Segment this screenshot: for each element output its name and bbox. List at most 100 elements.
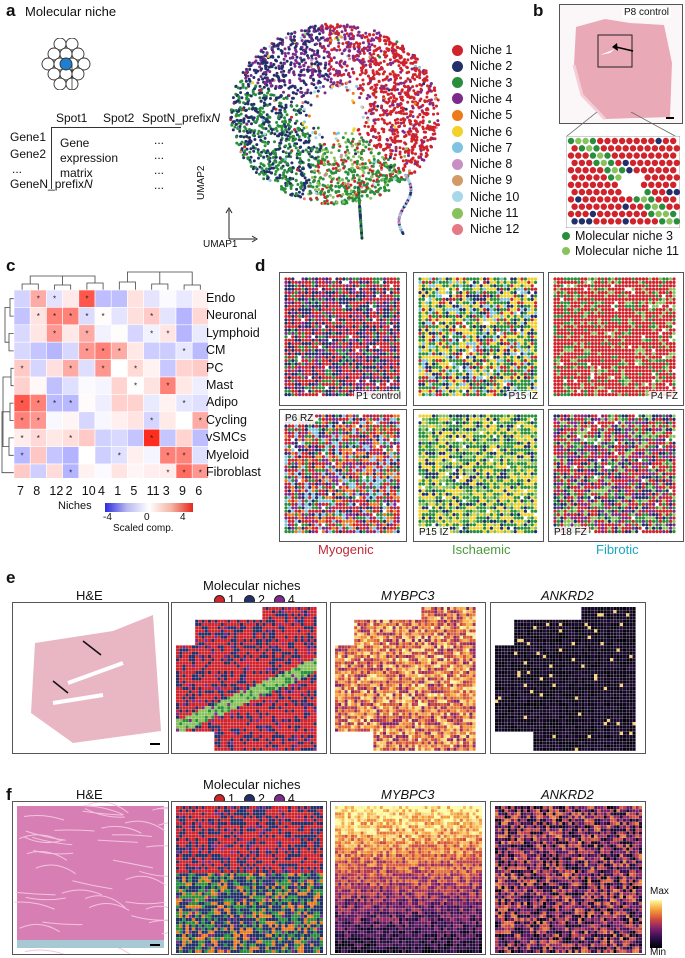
- umap-plot: [225, 22, 440, 243]
- tissue-panel: P4 FZ: [548, 272, 684, 406]
- svg-text:*: *: [69, 364, 72, 373]
- niche-map: [171, 602, 327, 754]
- svg-text:*: *: [134, 382, 137, 391]
- colorbar-tick-neg: -4: [103, 512, 112, 523]
- legend-swatch: [452, 77, 463, 89]
- svg-text:*: *: [102, 364, 105, 373]
- panel-c-label: c: [6, 256, 15, 276]
- colorbar-max-label: Max: [650, 886, 669, 897]
- legend-item: Niche 5: [452, 108, 512, 122]
- legend-swatch: [452, 109, 463, 121]
- heatmap-row-label: Fibroblast: [206, 465, 261, 479]
- svg-text:*: *: [150, 312, 153, 321]
- svg-text:*: *: [183, 399, 186, 408]
- legend-swatch: [452, 207, 463, 219]
- niche-key-label: 4: [288, 792, 295, 806]
- svg-text:*: *: [53, 312, 56, 321]
- svg-text:*: *: [134, 364, 137, 373]
- mybpc3-header: MYBPC3: [381, 787, 434, 802]
- molecular-niches-header: Molecular niches: [203, 777, 301, 792]
- heatmap-col-label: 5: [130, 484, 137, 498]
- legend-label: Niche 7: [470, 141, 512, 155]
- legend-swatch: [452, 60, 463, 72]
- svg-text:*: *: [21, 417, 24, 426]
- umap2-label: UMAP2: [196, 166, 207, 200]
- svg-text:*: *: [199, 417, 202, 426]
- svg-text:*: *: [69, 312, 72, 321]
- svg-text:*: *: [118, 451, 121, 460]
- panel-a-title: Molecular niche: [25, 4, 116, 19]
- svg-text:*: *: [166, 382, 169, 391]
- legend-label: Niche 11: [470, 206, 518, 220]
- matrix-text: Gene expression matrix: [60, 136, 118, 181]
- svg-text:*: *: [37, 295, 40, 304]
- heatmap-col-label: 1: [114, 484, 121, 498]
- expression-colorbar: [650, 900, 662, 948]
- he-header: H&E: [76, 588, 103, 603]
- tissue-caption: P4 FZ: [648, 391, 680, 402]
- svg-text:*: *: [183, 451, 186, 460]
- legend-swatch: [452, 93, 463, 105]
- group-label: Ischaemic: [452, 542, 511, 557]
- legend-label: Niche 4: [470, 92, 512, 106]
- heatmap-row-label: Mast: [206, 378, 233, 392]
- ankrd2-map: [490, 801, 646, 955]
- tissue-panel: P1 control: [279, 272, 407, 406]
- legend-label: Niche 1: [470, 43, 512, 57]
- svg-text:*: *: [85, 312, 88, 321]
- matrix-axis-line: [51, 127, 52, 189]
- svg-text:*: *: [85, 330, 88, 339]
- svg-text:*: *: [37, 399, 40, 408]
- legend-label: Niche 3: [470, 76, 512, 90]
- niche-key-label: 2: [258, 593, 265, 607]
- tissue-caption: P18 FZ: [552, 527, 589, 538]
- colorbar-tick-zero: 0: [144, 512, 150, 523]
- heatmap-row-label: Myeloid: [206, 448, 249, 462]
- heatmap-row-label: Neuronal: [206, 308, 257, 322]
- svg-text:*: *: [118, 347, 121, 356]
- heatmap-row-label: PC: [206, 361, 223, 375]
- he-image: [12, 801, 169, 955]
- niche-map: [171, 801, 327, 955]
- heatmap-col-label: 3: [163, 484, 170, 498]
- svg-text:*: *: [150, 434, 153, 443]
- composition-heatmap: * * * * * * * * * * * * * * * * * * * * * * * * * * * * * * * * * * * * * * * *…: [1, 271, 209, 478]
- group-label: Myogenic: [318, 542, 374, 557]
- svg-text:*: *: [37, 312, 40, 321]
- spot1-header: Spot1: [56, 111, 87, 125]
- panel-d-label: d: [255, 256, 265, 276]
- zoom-connector: [566, 112, 676, 137]
- mybpc3-header: MYBPC3: [381, 588, 434, 603]
- niche-key-label: 2: [258, 792, 265, 806]
- svg-text:*: *: [183, 347, 186, 356]
- niche-key-label: 1: [228, 792, 235, 806]
- matrix-dots: ............: [154, 133, 164, 193]
- gene2-label: Gene2: [10, 147, 46, 161]
- b-legend-item: Molecular niche 11: [562, 244, 679, 258]
- svg-text:*: *: [37, 417, 40, 426]
- p8-control-caption: P8 control: [622, 7, 672, 18]
- legend-item: Niche 12: [452, 222, 519, 236]
- svg-text:*: *: [150, 330, 153, 339]
- legend-item: Niche 6: [452, 125, 512, 139]
- heatmap-col-label: 2: [66, 484, 73, 498]
- niche-key-label: 1: [228, 593, 235, 607]
- legend-swatch: [452, 158, 463, 170]
- legend-item: Niche 11: [452, 206, 518, 220]
- svg-text:*: *: [69, 399, 72, 408]
- b-legend-label: Molecular niche 11: [575, 244, 679, 258]
- svg-text:*: *: [85, 347, 88, 356]
- svg-text:*: *: [21, 399, 24, 408]
- tissue-caption: P1 control: [353, 391, 403, 402]
- heatmap-row-label: Cycling: [206, 413, 247, 427]
- he-overview-image: [559, 4, 683, 124]
- heatmap-col-label: 10: [82, 484, 96, 498]
- legend-item: Niche 4: [452, 92, 512, 106]
- tissue-caption: P6 RZ: [283, 413, 316, 424]
- tissue-panel: P18 FZ: [548, 409, 684, 542]
- svg-text:*: *: [166, 330, 169, 339]
- group-label: Fibrotic: [596, 542, 639, 557]
- heatmap-col-label: 4: [98, 484, 105, 498]
- colorbar-min-label: Min: [650, 947, 666, 958]
- ankrd2-map: [490, 602, 646, 754]
